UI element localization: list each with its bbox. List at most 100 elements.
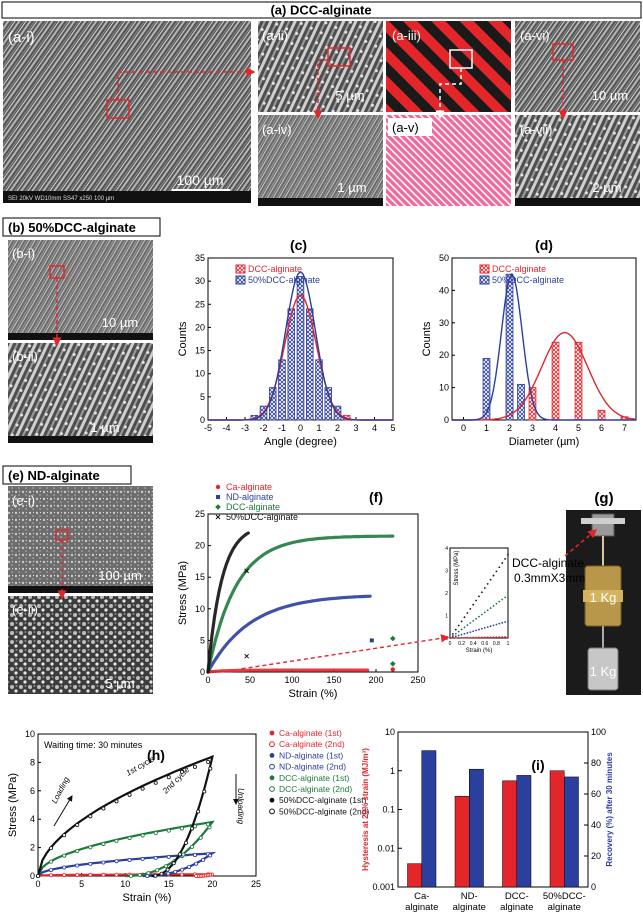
y-left-tick-label: 0.1	[382, 805, 395, 815]
loading-arrow	[53, 795, 73, 827]
sem-image-b-ii	[8, 343, 153, 443]
inset-point	[475, 629, 477, 632]
section-e: (e) ND-alginate (e-i) 100 µm (e-ii) 5 µm	[2, 465, 153, 694]
histogram-bar	[597, 409, 606, 421]
y-tick-label: 20	[195, 322, 205, 332]
hysteresis-point-2nd	[146, 871, 151, 876]
x-tick-label: 4	[553, 423, 558, 433]
x-tick-label: 3	[353, 423, 358, 433]
inset-point	[507, 553, 509, 556]
y-tick-label: 50	[439, 253, 449, 263]
sem-info-bar-e-i	[8, 586, 153, 593]
x-tick-label: -4	[222, 423, 230, 433]
inset-point	[492, 605, 495, 607]
section-e-header-box	[2, 465, 132, 485]
inset-point	[486, 609, 489, 612]
legend-swatch	[479, 275, 490, 285]
x-tick-label: 15	[164, 879, 174, 889]
inset-point	[469, 631, 472, 633]
legend-label: Ca-alginate (1st)	[279, 728, 342, 738]
legend-label: Ca-alginate	[226, 482, 272, 492]
inset-point	[495, 623, 498, 626]
legend-marker	[269, 730, 275, 736]
hysteresis-point-2nd	[155, 868, 160, 873]
inset-point	[475, 636, 477, 639]
hysteresis-point-2nd	[192, 853, 197, 858]
y-right-tick-label: 100	[591, 727, 606, 737]
histogram-bar	[287, 308, 295, 421]
sem-image-a-ii	[258, 21, 383, 112]
inset-point	[489, 625, 492, 628]
inset-point	[483, 587, 486, 589]
x-tick-label: 5	[79, 879, 84, 889]
inset-x-tick-label: 0.4	[470, 641, 477, 647]
inset-point	[449, 637, 451, 639]
inset-point	[504, 636, 506, 638]
weight-bottom	[587, 647, 619, 691]
panel-label: (h)	[147, 747, 165, 763]
legend-marker	[215, 484, 221, 490]
annotation-unloading: Unloading	[236, 788, 245, 825]
inset-y-tick-label: 4	[445, 546, 448, 552]
inset-x-tick-label: 0.2	[458, 641, 465, 647]
hysteresis-point-2nd	[206, 822, 211, 827]
hysteresis-bar	[549, 770, 565, 888]
inset-point	[504, 621, 506, 623]
inset-zoom-arrow	[241, 634, 450, 670]
legend-marker	[269, 775, 275, 781]
hysteresis-bar	[454, 795, 470, 888]
inset-x-axis-label: Strain (%)	[466, 648, 493, 654]
zoom-box-a-ii	[327, 47, 351, 67]
y-tick-label: 0	[200, 415, 205, 425]
legend-swatch	[479, 264, 490, 274]
x-tick-label: 2	[507, 423, 512, 433]
inset-point	[501, 562, 504, 564]
stress-strain-curve	[206, 531, 250, 674]
inset-point	[486, 626, 489, 628]
inset-point	[483, 636, 486, 639]
legend-label: DCC-alginate (2nd)	[279, 784, 352, 794]
legend-label: DCC-alginate	[492, 264, 546, 274]
x-tick-label: 1	[484, 423, 489, 433]
scale-label-e-i: 100 µm	[98, 568, 142, 583]
inset-point	[463, 616, 466, 619]
y-tick-label: 20	[439, 350, 449, 360]
section-a-title: (a) DCC-alginate	[270, 3, 371, 18]
gaussian-fit-line	[452, 331, 637, 421]
chart-d: 0 1 2 3 4 5 6 7 0 10 20 30 40 50 Diameter (µm) Counts (d…	[421, 237, 637, 448]
x-category-label: alginate	[405, 902, 438, 913]
panel-label-a-vi: (a-vi)	[520, 28, 550, 43]
hysteresis-point-2nd	[166, 854, 171, 859]
outlier-point	[369, 638, 374, 643]
hysteresis-point-2nd	[49, 873, 54, 878]
hysteresis-point-2nd	[49, 867, 54, 872]
inset-point	[495, 570, 498, 573]
inset-point	[472, 620, 475, 622]
x-tick-label: 25	[251, 879, 261, 889]
outlier-point	[390, 667, 395, 672]
x-tick-label: -1	[278, 423, 286, 433]
recovery-bar	[469, 768, 484, 888]
inset-point	[478, 636, 480, 639]
hysteresis-point-2nd	[166, 828, 171, 833]
hysteresis-point-2nd	[140, 856, 145, 861]
panel-label-a-ii: (a-ii)	[262, 28, 288, 43]
x-tick-label: 20	[207, 879, 217, 889]
inset-point	[483, 611, 486, 614]
outlier-point	[244, 653, 249, 659]
panel-label-a-i: (a-i)	[8, 29, 35, 46]
hysteresis-bar	[407, 863, 422, 888]
annotation-1st-cycle: 1st cycle	[125, 754, 157, 778]
hysteresis-point-2nd	[208, 766, 213, 771]
panel-label-e-ii: (e-ii)	[12, 602, 38, 617]
inset-point	[463, 636, 466, 639]
y-tick-label: 5	[200, 392, 205, 402]
section-a: (a) DCC-alginate SEI 20kV WD10mm SS47 x2…	[1, 1, 642, 206]
histogram-bar	[296, 276, 305, 421]
legend-marker	[215, 514, 221, 520]
sem-image-b-i	[8, 240, 153, 340]
inset-point	[452, 632, 454, 635]
y-axis-label: Stress (MPa)	[7, 773, 19, 837]
scale-label-a-vi: 10 µm	[592, 88, 628, 103]
hysteresis-bar	[502, 780, 517, 888]
